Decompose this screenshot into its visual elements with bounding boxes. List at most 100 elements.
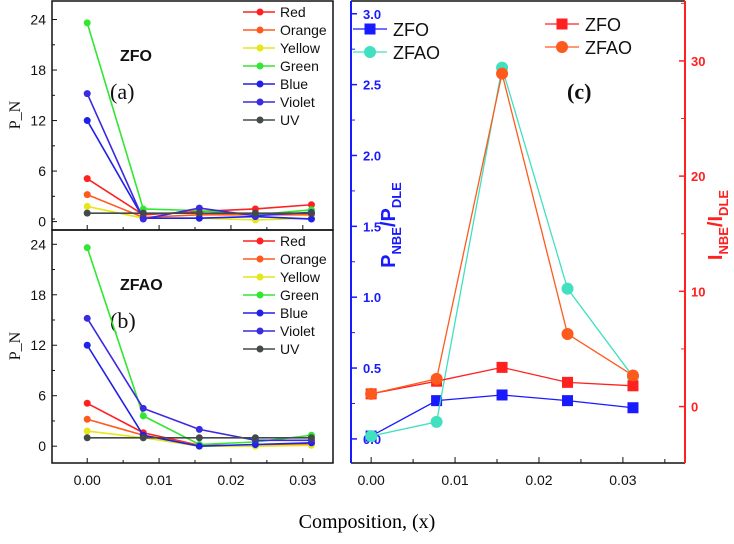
- data-point-violet: [83, 314, 91, 322]
- data-point-red: [83, 175, 91, 183]
- left-y-axis-label-sub: DLE: [389, 182, 404, 208]
- right-y-tick-label: 20: [691, 169, 705, 184]
- series-line-zfao-left: [371, 67, 634, 437]
- legend-marker: [256, 62, 264, 70]
- data-point-green: [139, 412, 147, 420]
- data-point-blue: [195, 442, 203, 450]
- legend-marker: [256, 80, 264, 88]
- legend-label: Yellow: [280, 40, 321, 56]
- data-point-uv: [307, 209, 315, 217]
- data-point-violet: [195, 204, 203, 212]
- legend-label: Blue: [280, 76, 308, 92]
- x-tick-label: 0.00: [74, 472, 101, 488]
- data-point-blue: [307, 215, 315, 223]
- legend-label: Green: [280, 287, 319, 303]
- data-point-uv: [83, 434, 91, 442]
- data-point-zfao: [626, 369, 639, 382]
- data-point-red: [307, 201, 315, 209]
- data-point-zfao: [496, 67, 509, 80]
- sample-label: ZFO: [120, 48, 152, 65]
- left-y-tick-label: 2.5: [363, 78, 381, 93]
- data-point-zfao: [365, 387, 378, 400]
- panel-a-y-axis-label: P_N: [7, 100, 24, 129]
- legend-label: ZFO: [585, 15, 621, 35]
- data-point-uv: [251, 209, 259, 217]
- data-point-violet: [139, 215, 147, 223]
- legend-marker: [556, 41, 568, 53]
- left-y-tick-label: 1.0: [363, 290, 381, 305]
- series-line-zfao-right: [370, 73, 634, 395]
- legend-marker: [364, 46, 376, 58]
- legend-marker: [256, 237, 264, 245]
- legend-label: ZFAO: [585, 38, 632, 58]
- plot-frame: [51, 229, 334, 464]
- data-point-uv: [195, 209, 203, 217]
- legend-label: UV: [280, 112, 300, 128]
- data-point-blue: [83, 117, 91, 125]
- legend-marker: [256, 345, 264, 353]
- y-tick-label: 18: [30, 62, 46, 78]
- series-line-violet: [86, 317, 312, 442]
- right-y-tick-label: 30: [691, 54, 705, 69]
- sample-label: ZFAO: [120, 277, 163, 294]
- legend-label: Orange: [280, 22, 327, 38]
- legend-marker: [256, 8, 264, 16]
- legend-marker: [256, 273, 264, 281]
- data-point-uv: [83, 209, 91, 217]
- x-tick-label: 0.02: [525, 472, 552, 488]
- y-tick-label: 6: [38, 388, 46, 404]
- legend-label: Violet: [280, 94, 315, 110]
- left-y-tick-label: 1.5: [363, 219, 381, 234]
- legend-marker: [556, 18, 568, 30]
- y-tick-label: 6: [38, 163, 46, 179]
- left-y-tick-label: 3.0: [363, 7, 381, 22]
- data-point-zfao: [561, 327, 574, 340]
- legend-marker: [256, 255, 264, 263]
- data-point-zfo: [627, 402, 639, 414]
- data-point-violet: [83, 90, 91, 98]
- legend-label: Yellow: [280, 269, 321, 285]
- right-y-tick-label: 0: [691, 400, 698, 415]
- legend-label: ZFAO: [393, 43, 440, 63]
- x-tick-label: 0.00: [358, 472, 385, 488]
- x-tick-label: 0.03: [289, 472, 316, 488]
- legend-marker: [256, 116, 264, 124]
- data-point-yellow: [83, 427, 91, 435]
- panel-b-y-axis-label: P_N: [7, 331, 24, 360]
- legend-marker: [256, 98, 264, 106]
- right-y-axis-label-sub: NBE: [716, 227, 731, 255]
- legend-label: Orange: [280, 251, 327, 267]
- y-tick-label: 0: [38, 438, 46, 454]
- data-point-green: [83, 19, 91, 27]
- legend-marker: [256, 309, 264, 317]
- data-point-yellow: [83, 202, 91, 210]
- right-y-tick-label: 10: [691, 284, 705, 299]
- left-y-tick-label: 0.5: [363, 361, 381, 376]
- panel-a: 0 6 12 18 24 ZFO (a) Red Orange Yellow Green Blue Vi…: [30, 0, 334, 231]
- legend-label: Violet: [280, 323, 315, 339]
- right-y-axis-label-slash: /I: [705, 216, 727, 227]
- data-point-zfo: [496, 389, 508, 401]
- data-point-zfao: [365, 430, 378, 443]
- series-line-zfo-left: [370, 394, 634, 437]
- legend-marker: [256, 44, 264, 52]
- legend-marker: [256, 327, 264, 335]
- y-tick-label: 0: [38, 214, 46, 230]
- y-tick-label: 12: [30, 337, 46, 353]
- data-point-green: [83, 244, 91, 252]
- x-tick-label: 0.02: [217, 472, 244, 488]
- legend-marker: [256, 291, 264, 299]
- legend-label: Green: [280, 58, 319, 74]
- right-y-axis-label: INBE/IDLE: [705, 190, 731, 260]
- data-point-zfo: [627, 380, 639, 392]
- data-point-orange: [83, 191, 91, 199]
- data-point-violet: [139, 404, 147, 412]
- data-point-zfo: [431, 395, 443, 407]
- left-y-axis-label: PNBE/PDLE: [378, 182, 404, 268]
- data-point-violet: [195, 425, 203, 433]
- legend-label: ZFO: [393, 20, 429, 40]
- legend-label: UV: [280, 341, 300, 357]
- x-tick-label: 0.01: [441, 472, 468, 488]
